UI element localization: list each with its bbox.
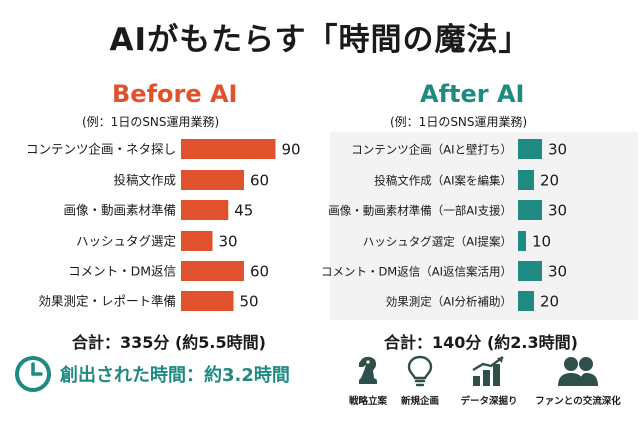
after-category-label: 効果測定（AI分析補助） [386, 295, 512, 309]
after-value-label: 20 [540, 172, 559, 190]
after-bar [518, 231, 526, 251]
before-total: 合計：335分 (約5.5時間) [72, 333, 266, 352]
after-value-label: 30 [548, 202, 567, 220]
after-category-label: ハッシュタグ選定（AI提案） [363, 235, 512, 249]
before-value-label: 60 [250, 172, 269, 190]
benefit-fan-engagement: ファンとの交流深化 [523, 354, 633, 407]
after-bar [518, 261, 542, 281]
benefit-new-plan-label: 新規企画 [400, 396, 439, 407]
before-bar [181, 200, 229, 220]
growth-chart-icon [472, 356, 504, 386]
after-value-label: 30 [548, 141, 567, 159]
before-category-label: 画像・動画素材準備 [63, 203, 176, 218]
after-panel-background [330, 132, 638, 320]
benefit-data-dive: データ深掘り [447, 354, 531, 407]
after-bar [518, 200, 542, 220]
benefit-data-dive-label: データ深掘り [460, 396, 518, 407]
created-time-text: 創出された時間：約3.2時間 [60, 365, 290, 386]
after-category-label: コメント・DM返信（AI返信案活用） [321, 265, 512, 279]
created-time-banner: 創出された時間：約3.2時間 [14, 355, 344, 393]
before-value-label: 50 [240, 293, 259, 311]
before-bar [181, 261, 244, 281]
after-bar [518, 170, 534, 190]
before-value-label: 45 [234, 202, 253, 220]
before-category-label: 投稿文作成 [113, 173, 176, 188]
benefit-new-plan: 新規企画 [378, 354, 462, 407]
before-value-label: 90 [282, 141, 301, 159]
before-bar [181, 170, 244, 190]
after-total: 合計：140分 (約2.3時間) [384, 333, 578, 352]
benefit-fan-engagement-label: ファンとの交流深化 [535, 396, 621, 407]
after-value-label: 20 [540, 293, 559, 311]
after-subtitle: (例：1日のSNS運用業務) [390, 115, 528, 129]
after-title: After AI [420, 80, 525, 108]
after-bar [518, 291, 534, 311]
chess-knight-icon [359, 356, 377, 384]
before-bar [181, 139, 276, 159]
people-icon [558, 357, 598, 386]
benefit-strategy-label: 戦略立案 [348, 396, 387, 407]
after-value-label: 30 [548, 263, 567, 281]
lightbulb-icon [407, 355, 433, 387]
before-bar [181, 291, 234, 311]
clock-icon [15, 356, 51, 392]
before-category-label: ハッシュタグ選定 [76, 234, 176, 249]
before-category-label: コメント・DM返信 [68, 264, 176, 279]
after-category-label: 画像・動画素材準備（一部AI支援） [328, 204, 512, 218]
after-value-label: 10 [532, 233, 551, 251]
before-category-label: 効果測定・レポート準備 [38, 294, 176, 309]
before-value-label: 60 [250, 263, 269, 281]
before-subtitle: (例：1日のSNS運用業務) [82, 115, 220, 129]
after-bar [518, 139, 542, 159]
page-title: AIがもたらす「時間の魔法」 [109, 22, 531, 58]
before-title: Before AI [112, 80, 238, 108]
benefit-strategy: 戦略立案 [326, 354, 410, 407]
before-value-label: 30 [219, 233, 238, 251]
before-category-label: コンテンツ企画・ネタ探し [26, 142, 176, 157]
before-bar [181, 231, 213, 251]
after-category-label: 投稿文作成（AI案を編集） [374, 174, 512, 188]
after-category-label: コンテンツ企画（AIと壁打ち） [351, 143, 512, 157]
